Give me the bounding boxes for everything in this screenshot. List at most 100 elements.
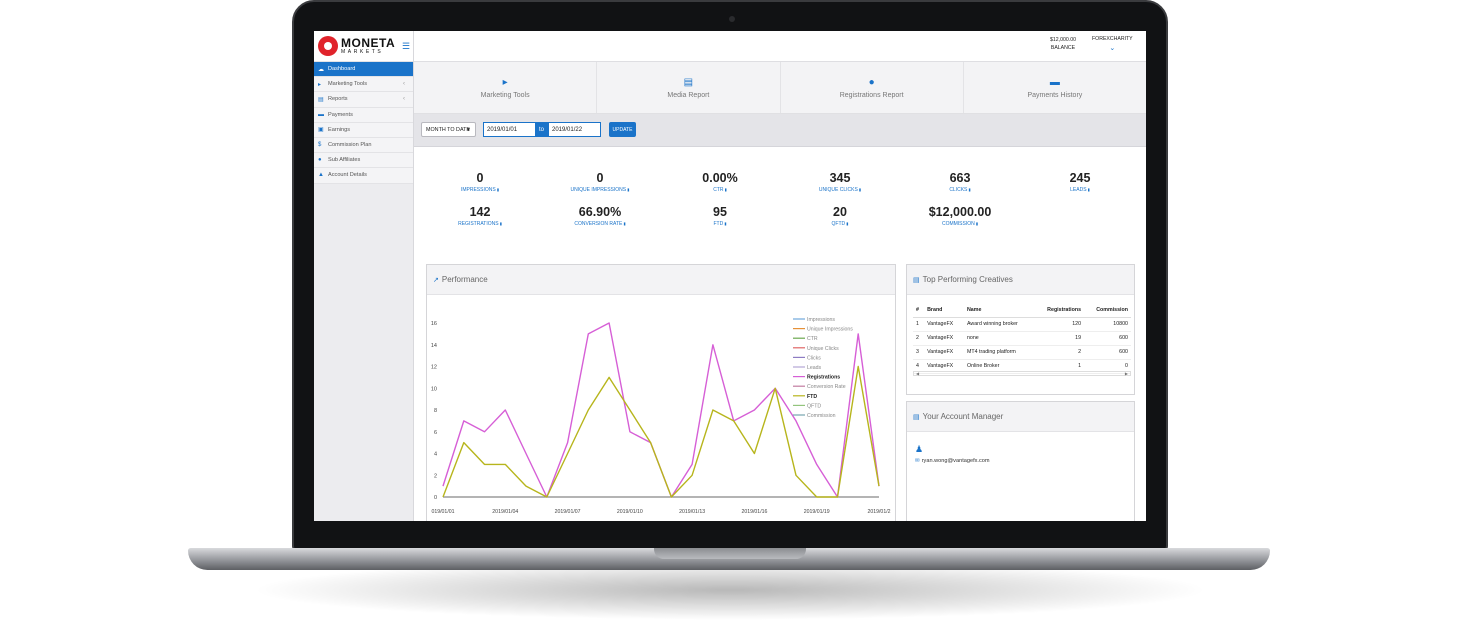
sidebar-item-label: Account Details	[328, 172, 367, 179]
manager-title: Your Account Manager	[922, 412, 1004, 421]
table-row[interactable]: 2 VantageFX none 19 600	[913, 331, 1131, 346]
tab-marketing-tools[interactable]: ▸ Marketing Tools	[414, 62, 598, 113]
camera-dot	[729, 16, 735, 22]
manager-email[interactable]: ryan.wong@vantagefx.com	[921, 458, 990, 464]
table-row[interactable]: 1 VantageFX Award winning broker 120 10800	[913, 317, 1131, 332]
horizontal-scrollbar[interactable]: ◀ ▶	[913, 371, 1131, 376]
x-tick-label: 2019/01/04	[492, 509, 518, 515]
sidebar-item-commission-plan[interactable]: $ Commission Plan	[314, 137, 413, 154]
username: FOREXCHARITY	[1092, 36, 1133, 42]
sidebar-item-marketing-tools[interactable]: ▸ Marketing Tools ‹	[314, 77, 413, 93]
brand-logo[interactable]: MONETA MARKETS ☰	[314, 31, 413, 62]
logo-mark-icon	[318, 36, 338, 56]
x-tick-label: 2019/01/13	[679, 509, 705, 515]
caret-down-icon: ▼	[466, 126, 471, 133]
stat-label[interactable]: CONVERSION RATE	[545, 221, 655, 227]
stat-label[interactable]: LEADS	[1025, 187, 1135, 193]
stat-label[interactable]: CLICKS	[905, 187, 1015, 193]
balance-widget: $12,000.00 BALANCE	[1050, 36, 1076, 53]
sidebar-item-sub-affiliates[interactable]: ● Sub Affiliates	[314, 153, 413, 169]
stat-ftd[interactable]: 95 FTD	[665, 205, 775, 227]
stat-label[interactable]: COMMISSION	[905, 221, 1015, 227]
stat-value: 142	[469, 205, 491, 219]
cell-rank: 4	[913, 359, 925, 374]
table-icon: ▤	[913, 413, 920, 421]
legend-entry: Registrations	[807, 375, 840, 381]
stat-unique-clicks[interactable]: 345 UNIQUE CLICKS	[785, 171, 895, 193]
col-commission[interactable]: Commission	[1084, 303, 1131, 318]
tab-label: Marketing Tools	[480, 91, 530, 99]
stat-conversion-rate[interactable]: 66.90% CONVERSION RATE	[545, 205, 655, 227]
date-range-separator: to	[535, 122, 548, 137]
tab-label: Media Report	[667, 91, 710, 99]
user-menu[interactable]: FOREXCHARITY ⌄	[1092, 36, 1133, 54]
stat-label[interactable]: REGISTRATIONS	[425, 221, 535, 227]
dashboard-icon: ☁	[318, 66, 324, 73]
legend-entry: Clicks	[807, 355, 821, 361]
manager-email-row[interactable]: ✉ ryan.wong@vantagefx.com	[915, 458, 990, 464]
sidebar-item-label: Sub Affiliates	[328, 157, 361, 164]
stat-value: 0	[476, 171, 484, 185]
stat-unique-impressions[interactable]: 0 UNIQUE IMPRESSIONS	[545, 171, 655, 193]
date-from-input[interactable]: 2019/01/01	[483, 122, 536, 137]
cell-commission: 10800	[1084, 317, 1131, 332]
legend-entry: Conversion Rate	[807, 384, 846, 390]
sidebar-item-account-details[interactable]: ▲ Account Details	[314, 168, 413, 184]
stat-label[interactable]: IMPRESSIONS	[425, 187, 535, 193]
stat-label[interactable]: CTR	[665, 187, 775, 193]
cell-name: none	[963, 331, 1035, 346]
table-row[interactable]: 4 VantageFX Online Broker 1 0	[913, 359, 1131, 374]
panel-header: ▤ Top Performing Creatives	[907, 265, 1134, 295]
tab-label: Registrations Report	[839, 91, 904, 99]
laptop-shadow	[250, 560, 1210, 620]
stat-label[interactable]: FTD	[665, 221, 775, 227]
stat-label[interactable]: QFTD	[785, 221, 895, 227]
megaphone-icon: ▸	[318, 81, 322, 88]
card-icon: ▬	[318, 111, 324, 118]
hamburger-menu-icon[interactable]: ☰	[402, 41, 411, 51]
stat-label[interactable]: UNIQUE IMPRESSIONS	[545, 187, 655, 193]
stat-value: 0.00%	[702, 171, 738, 185]
cell-name: Online Broker	[963, 359, 1035, 374]
stat-commission[interactable]: $12,000.00 COMMISSION	[905, 205, 1015, 227]
stat-ctr[interactable]: 0.00% CTR	[665, 171, 775, 193]
legend-entry: Impressions	[807, 317, 835, 323]
tab-label: Payments History	[1027, 91, 1083, 99]
app-screen: MONETA MARKETS ☰ ☁ Dashboard ▸ Marketing T…	[314, 31, 1146, 521]
scroll-left-icon[interactable]: ◀	[916, 371, 920, 376]
cell-name: Award winning broker	[963, 317, 1035, 332]
brand-sub: MARKETS	[341, 49, 384, 55]
stat-value: 245	[1069, 171, 1091, 185]
stat-label[interactable]: UNIQUE CLICKS	[785, 187, 895, 193]
col-registrations[interactable]: Registrations	[1034, 303, 1085, 318]
sidebar-item-dashboard[interactable]: ☁ Dashboard	[314, 62, 413, 78]
date-to-input[interactable]: 2019/01/22	[548, 122, 601, 137]
sidebar-item-label: Payments	[328, 111, 353, 118]
table-row[interactable]: 3 VantageFX MT4 trading platform 2 600	[913, 345, 1131, 360]
update-button[interactable]: UPDATE	[609, 122, 636, 137]
col-name[interactable]: Name	[963, 303, 1035, 318]
cell-brand: VantageFX	[924, 331, 964, 346]
cell-commission: 600	[1084, 345, 1131, 360]
chevron-down-icon[interactable]: ⌄	[1109, 44, 1116, 52]
period-dropdown[interactable]: MONTH TO DATE ▼	[421, 122, 476, 137]
stat-registrations[interactable]: 142 REGISTRATIONS	[425, 205, 535, 227]
sidebar-item-label: Dashboard	[328, 66, 356, 73]
col-rank[interactable]: #	[913, 303, 925, 318]
stat-qftd[interactable]: 20 QFTD	[785, 205, 895, 227]
stat-leads[interactable]: 245 LEADS	[1025, 171, 1135, 193]
tab-payments-history[interactable]: ▬ Payments History	[964, 62, 1146, 113]
sidebar-item-reports[interactable]: ▤ Reports ‹	[314, 92, 413, 108]
y-tick-label: 8	[434, 408, 437, 414]
stat-impressions[interactable]: 0 IMPRESSIONS	[425, 171, 535, 193]
sidebar-item-earnings[interactable]: ▣ Earnings	[314, 122, 413, 138]
top-creatives-panel: ▤ Top Performing Creatives # Brand Name R…	[906, 264, 1135, 395]
user-icon: ▲	[318, 172, 324, 179]
scroll-right-icon[interactable]: ▶	[1124, 371, 1128, 376]
stat-clicks[interactable]: 663 CLICKS	[905, 171, 1015, 193]
tab-registrations-report[interactable]: ● Registrations Report	[781, 62, 964, 113]
col-brand[interactable]: Brand	[924, 303, 964, 318]
tab-media-report[interactable]: ▤ Media Report	[597, 62, 781, 113]
sidebar-item-payments[interactable]: ▬ Payments	[314, 107, 413, 123]
